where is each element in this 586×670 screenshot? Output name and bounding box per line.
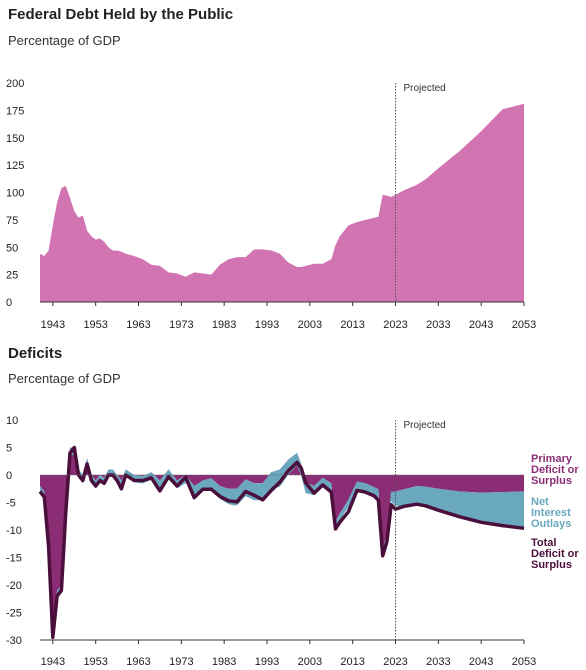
x-tick-label: 2013	[340, 656, 364, 668]
y-tick-label: -30	[6, 635, 22, 647]
x-tick-label: 2033	[426, 656, 450, 668]
net-interest-area	[40, 447, 524, 630]
y-tick-label: 75	[6, 215, 18, 227]
x-tick-label: 1963	[126, 656, 150, 668]
x-tick-label: 2023	[383, 656, 407, 668]
deficit-chart-title: Deficits	[8, 345, 63, 362]
y-tick-label: 150	[6, 133, 24, 145]
y-tick-label: 0	[6, 297, 12, 309]
x-tick-label: 1983	[212, 319, 236, 331]
y-tick-label: 50	[6, 242, 18, 254]
x-tick-label: 2053	[512, 319, 536, 331]
y-tick-label: 125	[6, 160, 24, 172]
total-deficit-label: Total Deficit or Surplus	[531, 537, 579, 571]
x-tick-label: 2043	[469, 656, 493, 668]
y-tick-label: -20	[6, 580, 22, 592]
x-tick-label: 1943	[41, 656, 65, 668]
net-interest-label: Net Interest Outlays	[531, 496, 571, 530]
debt-chart-title: Federal Debt Held by the Public	[8, 6, 234, 23]
x-tick-label: 2043	[469, 319, 493, 331]
x-tick-label: 1993	[255, 656, 279, 668]
x-tick-label: 2003	[298, 319, 322, 331]
debt-area	[40, 103, 524, 302]
x-tick-label: 1983	[212, 656, 236, 668]
y-tick-label: -15	[6, 553, 22, 565]
debt-chart: 0 25 50 75 100 125 150 175 200 1943 1953 1963 1973 19…	[6, 78, 536, 331]
y-tick-label: -10	[6, 525, 22, 537]
deficit-chart: 10 5 0 -5 -10 -15 -20 -25 -30 1943 1953 1963 1973 198…	[6, 415, 579, 668]
y-tick-label: 0	[6, 470, 12, 482]
x-tick-label: 1993	[255, 319, 279, 331]
x-tick-label: 1973	[169, 319, 193, 331]
y-tick-label: -5	[6, 498, 16, 510]
projected-label: Projected	[404, 420, 446, 431]
x-tick-label: 2053	[512, 656, 536, 668]
y-tick-label: 200	[6, 78, 24, 90]
y-tick-label: -25	[6, 608, 22, 620]
x-tick-label: 1963	[126, 319, 150, 331]
y-tick-label: 100	[6, 188, 24, 200]
x-tick-label: 2013	[340, 319, 364, 331]
total-deficit-line	[38, 445, 525, 640]
x-tick-label: 2003	[298, 656, 322, 668]
projected-label: Projected	[404, 83, 446, 94]
primary-deficit-label: Primary Deficit or Surplus	[531, 453, 579, 487]
x-tick-label: 1943	[41, 319, 65, 331]
x-tick-label: 1953	[83, 656, 107, 668]
deficit-chart-subtitle: Percentage of GDP	[8, 371, 121, 386]
x-tick-label: 1953	[83, 319, 107, 331]
x-tick-label: 1973	[169, 656, 193, 668]
debt-chart-subtitle: Percentage of GDP	[8, 33, 121, 48]
y-tick-label: 10	[6, 415, 18, 427]
y-tick-label: 5	[6, 443, 12, 455]
x-tick-label: 2023	[383, 319, 407, 331]
y-tick-label: 25	[6, 270, 18, 282]
x-tick-label: 2033	[426, 319, 450, 331]
y-tick-label: 175	[6, 105, 24, 117]
